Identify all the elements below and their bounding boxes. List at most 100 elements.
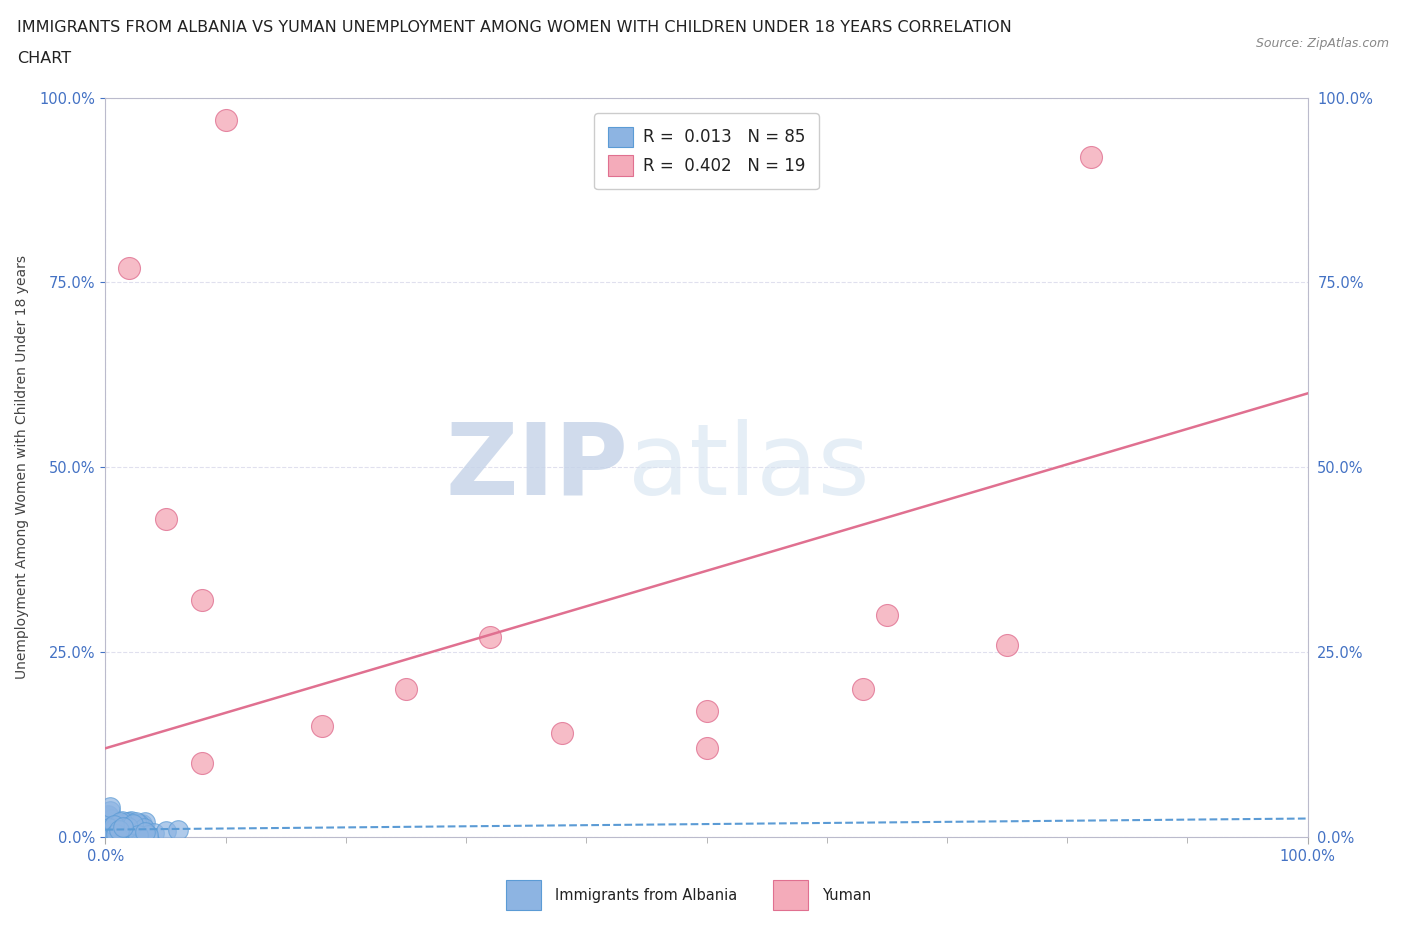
Point — [104, 822, 127, 837]
Point — [115, 819, 138, 834]
Point — [131, 817, 153, 831]
Point — [120, 814, 142, 829]
Point — [479, 630, 502, 644]
Point — [103, 828, 125, 843]
Point — [134, 815, 156, 830]
Point — [122, 820, 145, 835]
Point — [190, 593, 212, 608]
Point — [125, 817, 148, 831]
Point — [117, 824, 139, 839]
Point — [107, 823, 129, 838]
Point — [136, 828, 159, 843]
Point — [107, 817, 129, 832]
Point — [115, 815, 138, 830]
Point — [98, 804, 121, 818]
Point — [103, 818, 125, 833]
Point — [155, 512, 177, 526]
Point — [118, 824, 141, 839]
Point — [122, 817, 145, 831]
Point — [110, 827, 132, 842]
Point — [104, 825, 127, 840]
Point — [876, 608, 898, 623]
Text: IMMIGRANTS FROM ALBANIA VS YUMAN UNEMPLOYMENT AMONG WOMEN WITH CHILDREN UNDER 18: IMMIGRANTS FROM ALBANIA VS YUMAN UNEMPLO… — [17, 20, 1012, 35]
Point — [1080, 150, 1102, 165]
Bar — [773, 881, 808, 910]
Point — [100, 825, 122, 840]
Point — [696, 741, 718, 756]
Point — [111, 817, 134, 831]
Point — [132, 823, 155, 838]
Point — [124, 822, 146, 837]
Point — [107, 820, 129, 835]
Point — [97, 828, 120, 843]
Text: ZIP: ZIP — [446, 418, 628, 516]
Text: atlas: atlas — [628, 418, 870, 516]
Point — [311, 719, 333, 734]
Legend: R =  0.013   N = 85, R =  0.402   N = 19: R = 0.013 N = 85, R = 0.402 N = 19 — [595, 113, 818, 189]
Point — [132, 824, 155, 839]
Point — [115, 819, 138, 834]
Point — [118, 260, 141, 275]
Point — [101, 820, 124, 835]
Point — [112, 820, 135, 835]
Point — [115, 824, 138, 839]
Point — [121, 820, 143, 835]
Point — [105, 826, 128, 841]
Point — [98, 809, 121, 824]
Point — [97, 807, 120, 822]
Point — [132, 822, 155, 837]
Point — [98, 800, 121, 815]
Point — [115, 825, 138, 840]
Point — [128, 817, 150, 831]
Point — [114, 823, 136, 838]
Point — [108, 818, 131, 833]
Y-axis label: Unemployment Among Women with Children Under 18 years: Unemployment Among Women with Children U… — [14, 256, 28, 679]
Point — [98, 820, 121, 835]
Point — [108, 815, 131, 830]
Point — [100, 826, 122, 841]
Point — [104, 822, 127, 837]
Point — [395, 682, 418, 697]
Point — [127, 828, 149, 843]
Point — [166, 822, 188, 837]
Point — [101, 825, 124, 840]
Point — [105, 823, 128, 838]
Point — [107, 817, 129, 831]
Point — [112, 820, 135, 835]
Point — [142, 826, 165, 841]
Point — [111, 814, 134, 829]
Point — [124, 822, 146, 837]
Point — [124, 815, 146, 830]
Point — [125, 818, 148, 833]
Point — [129, 824, 152, 839]
Bar — [506, 881, 541, 910]
Point — [111, 822, 134, 837]
Point — [103, 817, 125, 832]
Text: Immigrants from Albania: Immigrants from Albania — [555, 887, 738, 903]
Point — [134, 824, 156, 839]
Text: CHART: CHART — [17, 51, 70, 66]
Point — [155, 824, 177, 839]
Point — [107, 824, 129, 839]
Text: Source: ZipAtlas.com: Source: ZipAtlas.com — [1256, 37, 1389, 50]
Point — [127, 824, 149, 839]
Point — [96, 814, 118, 829]
Point — [995, 637, 1018, 652]
Point — [104, 820, 127, 835]
Point — [114, 821, 136, 836]
Point — [127, 817, 149, 832]
Point — [107, 820, 129, 835]
Point — [105, 827, 128, 842]
Point — [696, 704, 718, 719]
Point — [115, 824, 138, 839]
Point — [118, 815, 141, 830]
Point — [98, 825, 121, 840]
Point — [107, 819, 129, 834]
Point — [121, 822, 143, 837]
Point — [100, 811, 122, 826]
Point — [117, 819, 139, 834]
Point — [120, 828, 142, 843]
Point — [98, 824, 121, 839]
Point — [124, 820, 146, 835]
Point — [551, 726, 574, 741]
